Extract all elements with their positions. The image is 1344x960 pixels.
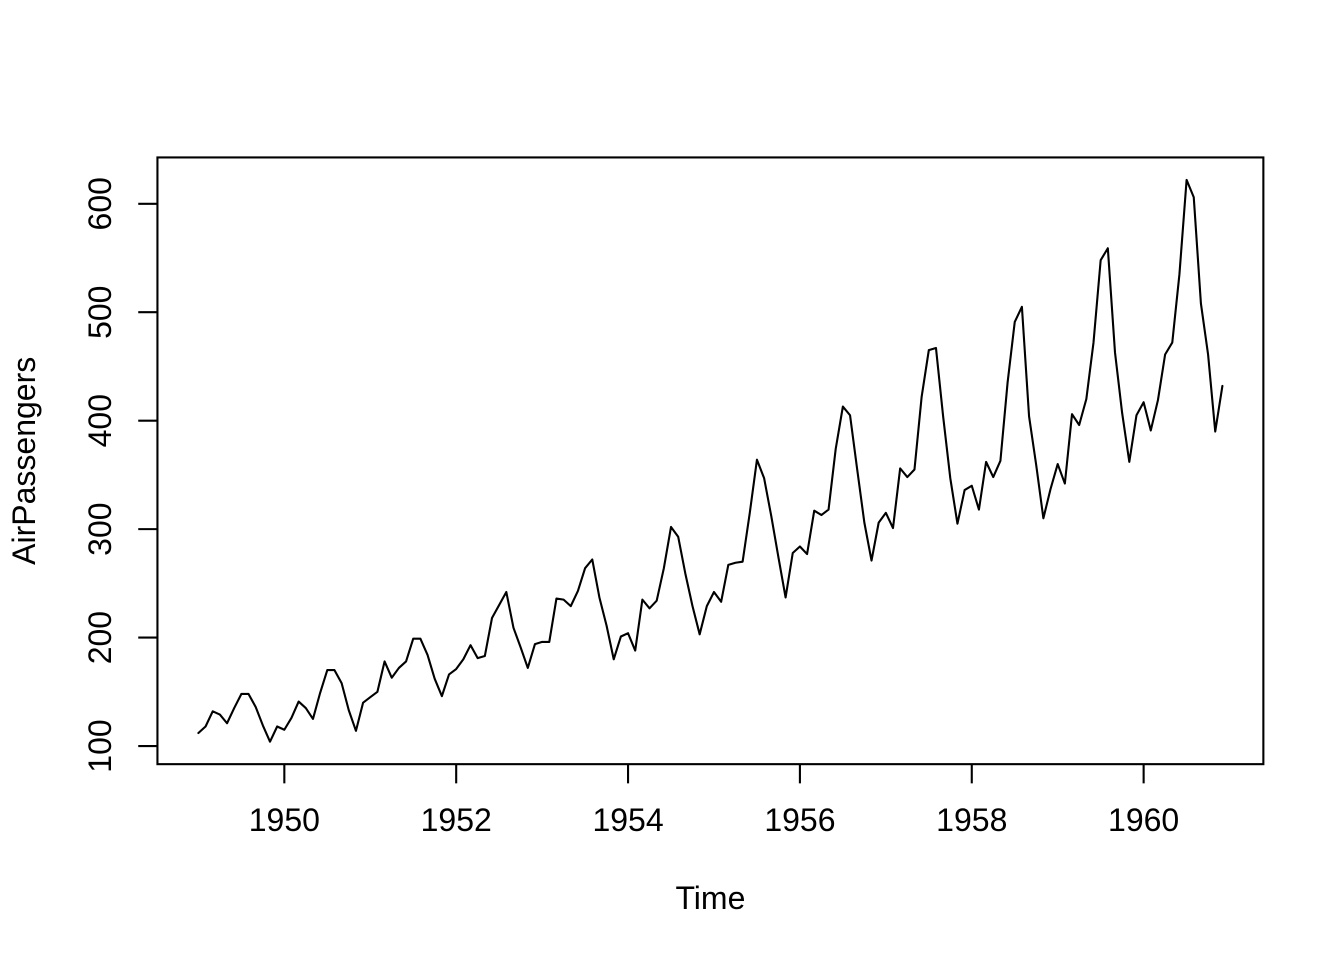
svg-text:600: 600 [82,177,118,230]
svg-text:1950: 1950 [249,802,320,838]
svg-text:1956: 1956 [764,802,835,838]
svg-text:1954: 1954 [592,802,663,838]
svg-text:400: 400 [82,394,118,447]
svg-text:300: 300 [82,502,118,555]
svg-text:100: 100 [82,719,118,772]
svg-text:1952: 1952 [421,802,492,838]
svg-text:200: 200 [82,611,118,664]
svg-text:1958: 1958 [936,802,1007,838]
svg-text:Time: Time [675,880,745,916]
svg-text:1960: 1960 [1108,802,1179,838]
svg-text:AirPassengers: AirPassengers [6,357,42,565]
svg-text:500: 500 [82,286,118,339]
